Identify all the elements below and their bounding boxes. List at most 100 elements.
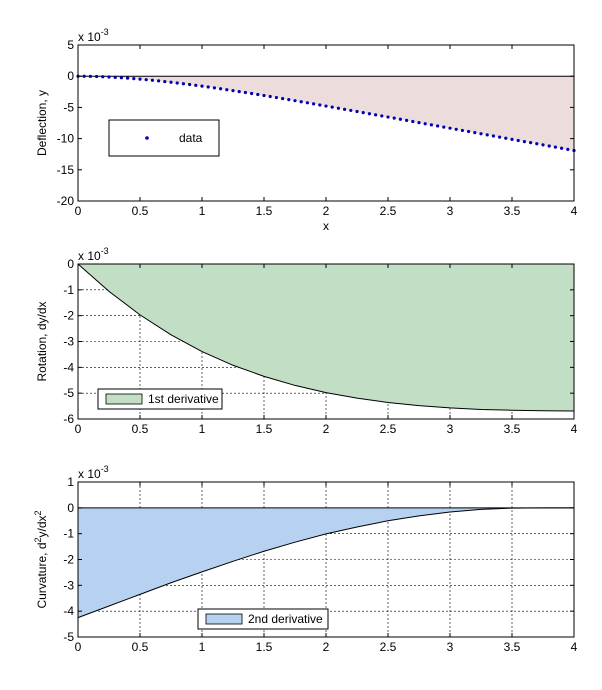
data-point	[95, 74, 99, 79]
data-point	[386, 115, 390, 119]
y-tick-label: -20	[57, 194, 75, 208]
y-exponent-power: -3	[101, 464, 109, 474]
x-tick-label: 0.5	[132, 422, 149, 436]
data-point	[212, 86, 216, 90]
y-tick-label: -15	[57, 163, 75, 177]
x-tick-label: 1.5	[256, 204, 273, 218]
data-point	[181, 82, 185, 86]
data-point	[157, 79, 161, 83]
y-tick-label: -5	[63, 630, 74, 644]
x-tick-label: 3	[447, 204, 454, 218]
x-tick-label: 1.5	[256, 640, 273, 654]
x-tick-label: 2.5	[380, 640, 397, 654]
data-point	[188, 82, 192, 87]
data-point	[144, 78, 148, 82]
series-fill-area	[78, 264, 574, 411]
data-point	[336, 106, 340, 110]
data-point	[473, 131, 477, 135]
plot-panel-1: 0 0.5 1 1.5 2 2.5 3 3.5 4 5 0 -5 -10 -15 -20 x 10-3 x Def…	[35, 27, 578, 233]
data-point	[566, 147, 570, 151]
data-point	[553, 145, 558, 149]
data-point	[126, 76, 130, 80]
y-tick-label: 0	[67, 501, 74, 515]
data-point	[150, 78, 154, 82]
data-point	[119, 76, 123, 80]
x-tick-label: 4	[571, 204, 578, 218]
legend-swatch	[205, 613, 243, 625]
data-point	[318, 103, 322, 107]
data-point	[504, 136, 508, 140]
data-point	[541, 143, 545, 147]
x-tick-label: 3	[447, 422, 454, 436]
legend-label: 1st derivative	[148, 392, 219, 406]
data-point	[231, 89, 235, 93]
x-tick-label: 1.5	[256, 422, 273, 436]
y-tick-label: 1	[67, 475, 74, 489]
y-axis-label: Rotation, dy/dx	[35, 301, 49, 381]
y-tick-label: -5	[63, 100, 74, 114]
data-point	[479, 132, 483, 136]
y-exponent-power: -3	[101, 27, 109, 37]
data-point	[262, 93, 266, 98]
data-point	[343, 107, 347, 111]
y-axis-label-text: Curvature, d	[35, 543, 49, 609]
y-tick-label: 5	[67, 38, 74, 52]
data-point	[448, 126, 452, 130]
x-axis-label: x	[323, 219, 329, 233]
y-tick-label: -5	[63, 386, 74, 400]
data-point	[243, 90, 247, 95]
y-tick-label: -1	[63, 283, 74, 297]
x-tick-label: 3.5	[504, 422, 521, 436]
x-tick-label: 3.5	[504, 640, 521, 654]
x-tick-label: 2	[323, 204, 330, 218]
data-point	[510, 137, 514, 141]
data-point	[467, 129, 471, 134]
data-point	[256, 92, 260, 97]
data-point	[299, 100, 303, 104]
x-tick-label: 1	[199, 640, 206, 654]
data-point	[516, 138, 520, 143]
data-point	[107, 75, 111, 79]
x-tick-label: 0.5	[132, 640, 149, 654]
y-tick-label: 0	[67, 69, 74, 83]
plot-panel-2: 0 0.5 1 1.5 2 2.5 3 3.5 40-1-2-3-4-5-6x 10-3Rota…	[35, 246, 578, 436]
legend: 2nd derivative	[197, 608, 329, 630]
y-exponent-power: -3	[101, 246, 109, 256]
data-point	[560, 146, 564, 150]
x-tick-label: 2	[323, 422, 330, 436]
y-tick-label: -4	[63, 604, 74, 618]
data-point	[535, 142, 539, 146]
y-tick-label: -2	[63, 553, 74, 567]
legend-marker-point	[145, 136, 149, 140]
data-point	[200, 84, 204, 88]
data-point	[411, 119, 415, 124]
data-point	[113, 75, 117, 79]
data-point	[491, 134, 495, 138]
data-point	[82, 74, 86, 78]
legend: data	[108, 119, 220, 157]
series-fill-area	[78, 507, 574, 618]
data-point	[163, 79, 167, 84]
data-point	[417, 121, 421, 125]
y-exponent-label: x 10-3	[78, 464, 109, 481]
data-point	[274, 95, 278, 100]
legend-swatch	[105, 393, 143, 405]
y-tick-label: -6	[63, 412, 74, 426]
x-tick-label: 1	[199, 204, 206, 218]
y-axis-label: Deflection, y	[35, 90, 49, 156]
data-point	[293, 99, 297, 103]
data-point	[392, 116, 396, 120]
data-point	[529, 141, 533, 145]
x-tick-label: 3	[447, 640, 454, 654]
data-point	[522, 139, 527, 144]
data-point	[374, 113, 378, 117]
data-point	[436, 124, 440, 128]
x-tick-label: 2.5	[380, 204, 397, 218]
y-tick-label: 0	[67, 257, 74, 271]
data-point	[206, 85, 210, 89]
data-point	[355, 109, 359, 114]
y-tick-label: -10	[57, 132, 75, 146]
x-tick-label: 4	[571, 422, 578, 436]
data-point	[101, 75, 105, 79]
